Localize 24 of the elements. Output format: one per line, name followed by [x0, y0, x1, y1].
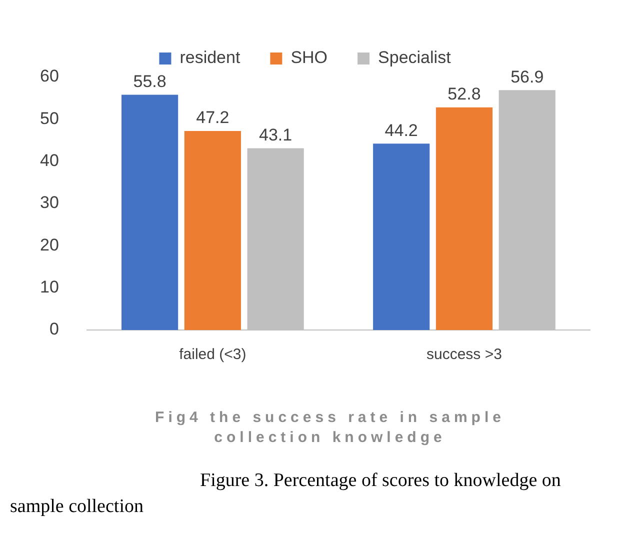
data-label: 47.2 — [196, 108, 230, 128]
y-tick-label: 0 — [49, 320, 59, 339]
x-tick-label: failed (<3) — [179, 346, 246, 364]
bar — [121, 94, 178, 330]
data-label: 52.8 — [448, 84, 481, 104]
bar — [184, 130, 241, 330]
data-label: 43.1 — [259, 125, 292, 144]
legend-label: Specialist — [378, 48, 452, 68]
y-tick-label: 50 — [40, 108, 59, 128]
y-tick-label: 20 — [40, 235, 59, 254]
data-label: 56.9 — [510, 67, 544, 86]
x-tick-label: success >3 — [426, 346, 502, 364]
bar — [373, 144, 430, 330]
text: Fig4 the success rate in sample collection knowledge — [154, 408, 506, 448]
y-tick-label: 30 — [40, 193, 59, 212]
y-tick-label: 10 — [40, 278, 59, 297]
legend-label: resident — [180, 48, 240, 68]
text: Figure 3. Percentage of scores to knowledge on sample collection — [10, 470, 561, 517]
data-label: 55.8 — [133, 72, 166, 91]
data-label: 44.2 — [384, 120, 418, 140]
y-tick-label: 40 — [40, 151, 59, 170]
bar — [436, 107, 493, 330]
y-tick-label: 60 — [40, 66, 59, 86]
legend-label: SHO — [290, 48, 328, 68]
